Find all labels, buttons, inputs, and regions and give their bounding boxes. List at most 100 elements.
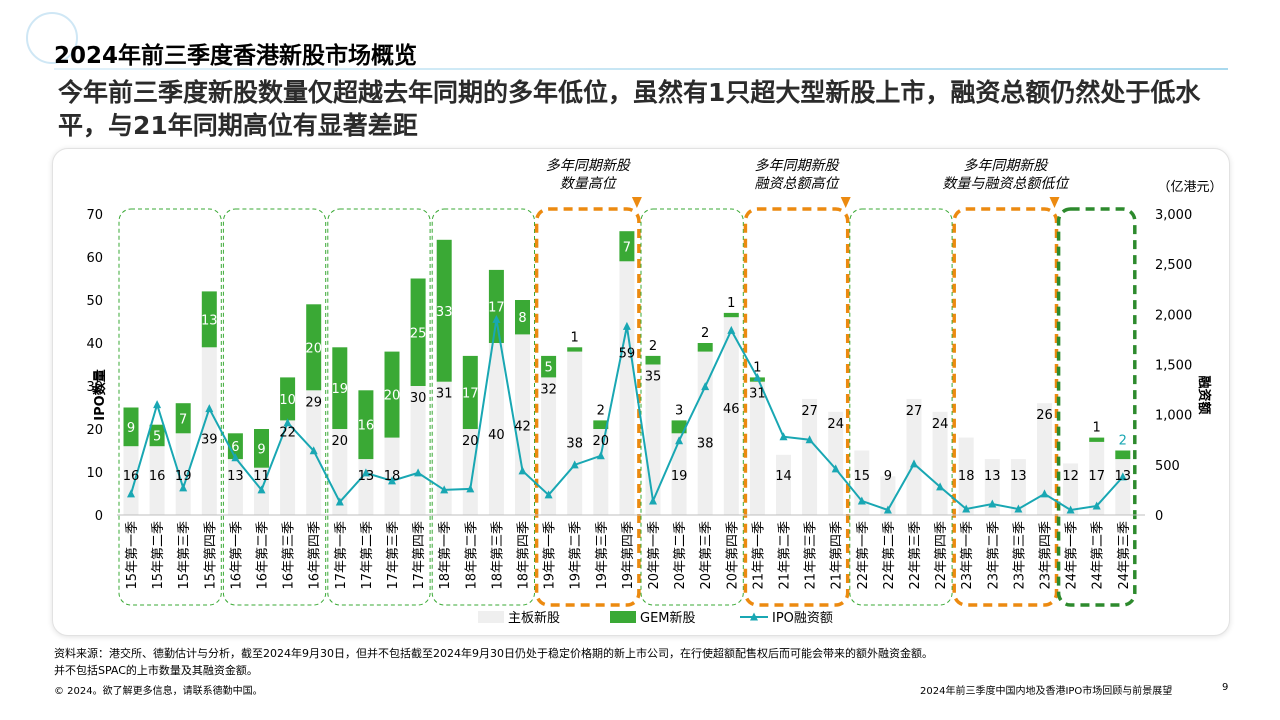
data-label-gem: 7 — [623, 240, 631, 255]
y-tick-label: 10 — [86, 466, 103, 481]
data-label-main: 13 — [227, 469, 244, 484]
line-point — [753, 373, 762, 382]
line-point — [361, 468, 370, 477]
data-label-main: 31 — [749, 387, 766, 402]
page-subtitle: 今年前三季度新股数量仅超越去年同期的多年低位，虽然有1只超大型新股上市，融资总额… — [58, 78, 1201, 140]
line-point — [805, 435, 814, 444]
data-label-main: 14 — [775, 469, 792, 484]
x-tick-label: 22年第一季 — [856, 521, 871, 590]
data-label-main: 13 — [1010, 469, 1027, 484]
bar-main-board — [776, 454, 791, 515]
bar-main-board — [384, 437, 400, 515]
x-tick-label: 16年第二季 — [256, 521, 271, 590]
y-tick-label: 40 — [86, 337, 103, 352]
data-label-main: 11 — [253, 469, 270, 484]
decorative-circle — [26, 12, 78, 64]
y2-tick-label: 3,000 — [1155, 208, 1192, 223]
group-box-7 — [849, 208, 953, 606]
data-label-gem: 17 — [462, 386, 479, 401]
x-tick-label: 15年第二季 — [151, 521, 166, 590]
data-label-gem: 20 — [384, 389, 401, 404]
bar-main-board — [619, 261, 635, 515]
bar-gem — [619, 231, 635, 262]
data-label-main: 18 — [958, 469, 975, 484]
bar-gem — [515, 300, 530, 335]
data-label-gem: 2 — [701, 326, 709, 341]
line-point — [440, 485, 449, 494]
data-label-main: 38 — [697, 437, 714, 452]
data-label-main: 22 — [279, 425, 296, 440]
document-title: 2024年前三季度中国内地及香港IPO市场回顾与前景展望 — [920, 686, 1173, 697]
data-label-gem: 19 — [332, 382, 349, 397]
bar-main-board — [645, 364, 661, 515]
group-box-9 — [1056, 207, 1137, 607]
data-label-gem: 5 — [153, 429, 161, 444]
data-label-main: 46 — [723, 402, 740, 417]
x-tick-label: 19年第一季 — [543, 521, 558, 590]
bar-gem — [175, 403, 191, 434]
x-tick-label: 23年第三季 — [1012, 521, 1027, 590]
legend-label-gem: GEM新股 — [640, 610, 696, 626]
line-point — [727, 325, 736, 334]
data-label-gem: 2 — [1119, 434, 1127, 449]
bar-main-board — [1010, 459, 1026, 515]
data-label-gem: 1 — [571, 330, 579, 345]
data-label-main: 12 — [1062, 469, 1079, 484]
data-label-gem: 9 — [127, 421, 135, 436]
y2-tick-label: 500 — [1155, 459, 1180, 474]
bar-gem — [723, 312, 739, 318]
annotation-text: 融资总额高位 — [755, 176, 841, 192]
legend-swatch-main — [478, 611, 504, 623]
y2-tick-label: 1,000 — [1155, 409, 1192, 424]
data-label-gem: 3 — [675, 403, 683, 418]
line-point — [1014, 504, 1023, 513]
line-point — [675, 436, 684, 445]
line-point — [153, 400, 162, 409]
data-label-gem: 7 — [179, 412, 187, 427]
bar-gem — [462, 355, 478, 429]
data-label-main: 42 — [514, 419, 531, 434]
line-point — [1040, 489, 1049, 498]
bar-main-board — [488, 343, 504, 515]
bar-main-board — [593, 429, 609, 515]
data-label-main: 20 — [332, 434, 349, 449]
line-point — [1118, 472, 1127, 481]
group-box-4 — [534, 207, 641, 607]
x-tick-label: 15年第一季 — [125, 521, 140, 590]
data-label-gem: 2 — [597, 403, 605, 418]
bar-gem — [1089, 437, 1105, 442]
data-label-gem: 6 — [231, 440, 239, 455]
annotation-text: 数量与融资总额低位 — [942, 176, 1070, 192]
bar-main-board — [358, 459, 374, 515]
source-note: 资料来源：港交所、德勤估计与分析，截至2024年9月30日，但并不包括截至202… — [54, 645, 933, 679]
line-point — [831, 464, 840, 473]
y-tick-label: 50 — [86, 294, 103, 309]
bar-main-board — [671, 433, 687, 515]
data-label-main: 19 — [671, 469, 688, 484]
line-point — [205, 404, 214, 413]
x-tick-label: 17年第二季 — [360, 521, 375, 590]
bar-main-board — [567, 351, 583, 515]
bar-main-board — [175, 433, 191, 515]
bar-main-board — [123, 446, 139, 515]
x-tick-label: 18年第三季 — [490, 521, 505, 590]
y2-tick-label: 2,500 — [1155, 258, 1192, 273]
bar-main-board — [201, 347, 217, 515]
data-label-main: 32 — [540, 382, 557, 397]
line-point — [127, 489, 135, 498]
bar-main-board — [749, 381, 765, 515]
bar-main-board — [1115, 459, 1131, 515]
x-tick-label: 24年第三季 — [1117, 521, 1132, 590]
line-point — [857, 496, 866, 505]
line-point — [701, 382, 710, 391]
bar-gem — [123, 407, 139, 447]
bar-main-board — [984, 459, 1000, 515]
x-tick-label: 15年第四季 — [203, 521, 218, 590]
bar-main-board — [149, 446, 165, 515]
x-tick-label: 24年第一季 — [1065, 521, 1080, 590]
data-label-main: 16 — [123, 469, 140, 484]
data-label-main: 26 — [1036, 408, 1053, 423]
data-label-main: 59 — [619, 346, 636, 361]
y2-tick-label: 1,500 — [1155, 359, 1192, 374]
